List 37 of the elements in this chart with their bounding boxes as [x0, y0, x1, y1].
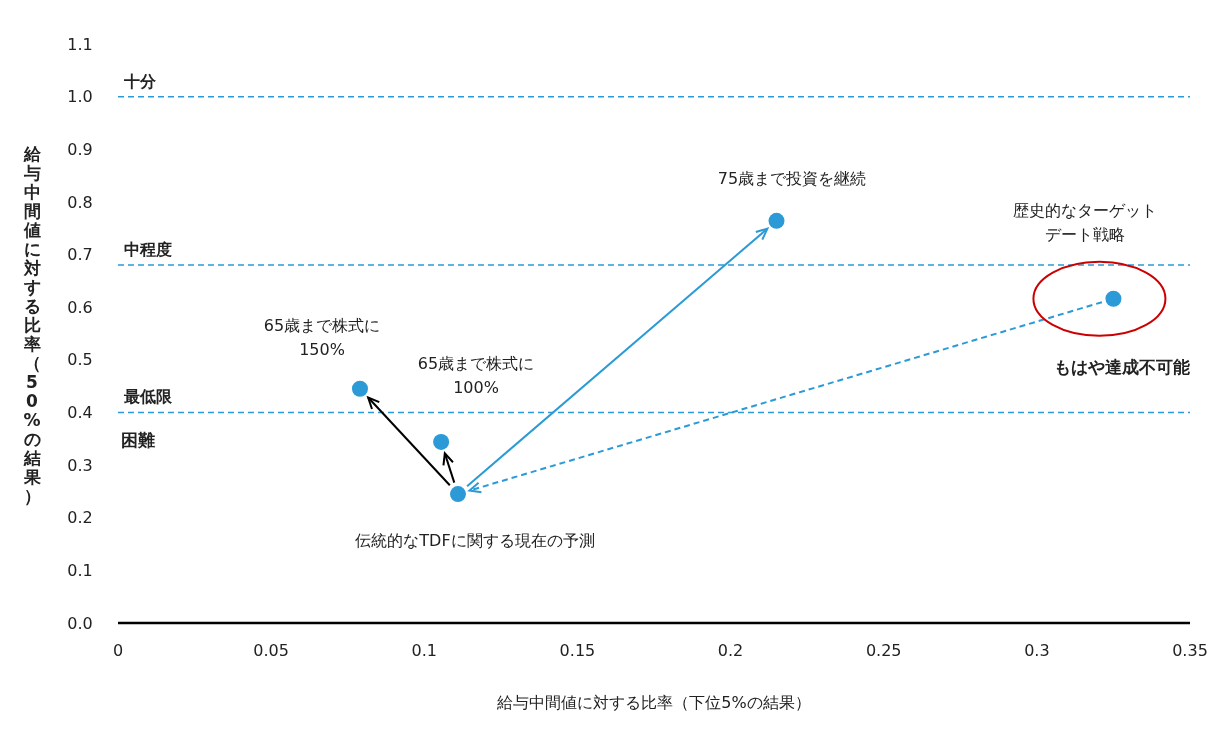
point: [768, 212, 785, 229]
annotation: 伝統的なTDFに関する現在の予測: [355, 530, 595, 550]
y-tick-label: 1.1: [67, 34, 93, 54]
x-tick-label: 0.2: [717, 640, 744, 660]
ref-line-label: 最低限: [123, 387, 173, 407]
point: [433, 433, 450, 450]
x-tick-label: 0.1: [411, 640, 438, 660]
y-tick-label: 0.9: [67, 139, 93, 159]
y-tick-label: 0.1: [67, 560, 93, 580]
annotation: 歴史的なターゲットデート戦略: [1013, 200, 1157, 244]
y-tick-label: 0.2: [67, 508, 93, 528]
annotation: 困難: [121, 429, 155, 450]
y-tick-label: 0.5: [67, 350, 93, 370]
y-tick-label: 0.7: [67, 245, 93, 265]
x-tick-label: 0.35: [1172, 640, 1208, 660]
y-tick-label: 0.4: [67, 403, 93, 423]
ref-line-label: 中程度: [124, 240, 172, 260]
ref-line-label: 十分: [123, 71, 157, 91]
y-tick-label: 1.0: [67, 87, 93, 107]
point: [1105, 290, 1122, 307]
x-axis-title: 給与中間値に対する比率（下位5%の結果）: [496, 693, 811, 712]
point: [449, 486, 466, 503]
y-tick-label: 0.8: [67, 192, 93, 212]
annotation: もはや達成不可能: [1054, 356, 1190, 377]
x-tick-label: 0: [112, 640, 124, 660]
y-tick-label: 0.3: [67, 455, 93, 475]
annotation: 65歳まで株式に100%: [417, 353, 535, 397]
y-tick-label: 0.0: [67, 613, 93, 633]
x-tick-label: 0.05: [253, 640, 289, 660]
point: [351, 380, 368, 397]
annotation: 65歳まで株式に150%: [263, 315, 381, 359]
y-tick-label: 0.6: [67, 297, 93, 317]
text: 給与中間値に対する比率（50%の結果）: [23, 144, 41, 506]
x-tick-label: 0.15: [559, 640, 596, 660]
x-tick-label: 0.3: [1024, 640, 1050, 660]
annotation: 75歳まで投資を継続: [717, 168, 867, 188]
x-tick-label: 0.25: [865, 640, 902, 660]
